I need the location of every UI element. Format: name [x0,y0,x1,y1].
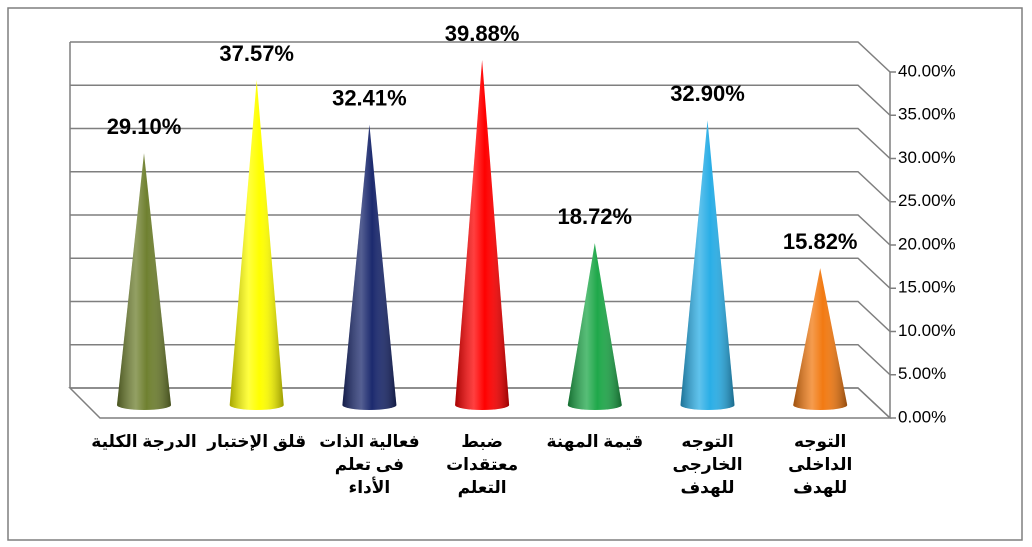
grid-line [70,300,891,333]
data-label: 29.10% [107,114,182,139]
data-label: 32.90% [670,81,745,106]
x-tick-label: الدرجة الكلية [91,432,197,451]
x-tick-label: التوجه الداخلى للهدف [788,432,853,497]
cone-shade [117,153,171,410]
x-tick-label: قيمة المهنة [546,432,644,451]
y-tick-label: 25.00% [898,191,956,210]
y-tick-label: 15.00% [898,278,956,297]
grid-line [70,214,891,246]
grid-line [70,171,891,203]
data-label: 18.72% [557,204,632,229]
y-tick-label: 5.00% [898,364,946,383]
data-label: 39.88% [445,21,520,46]
y-tick-label: 35.00% [898,105,956,124]
cone-shade [229,80,284,410]
y-tick-label: 30.00% [898,148,956,167]
data-label: 37.57% [219,41,294,66]
cone-shade [680,120,735,410]
grid-line [70,257,891,289]
cone-shade [567,243,622,410]
x-tick-label: ضبط معتقدات التعلم [446,432,519,497]
grid-line [70,387,891,419]
chart-frame [7,7,1023,541]
data-label: 15.82% [783,229,858,254]
y-tick-label: 10.00% [898,321,956,340]
grid-line [70,344,891,376]
x-tick-label: فعالية الذات فى تعلم الأداء [319,432,420,497]
grid-line [70,84,891,116]
x-tick-label: قلق الإختبار [207,432,307,451]
grid-line [70,127,891,160]
x-tick-label: التوجه الخارجى للهدف [672,432,743,497]
cone-shade [342,124,397,410]
cone-shade [793,268,848,410]
grid-line [70,41,891,73]
y-tick-label: 40.00% [898,61,956,80]
y-tick-label: 0.00% [898,407,946,426]
y-tick-label: 20.00% [898,234,956,253]
data-label: 32.41% [332,85,407,110]
cone-shade [455,60,510,411]
